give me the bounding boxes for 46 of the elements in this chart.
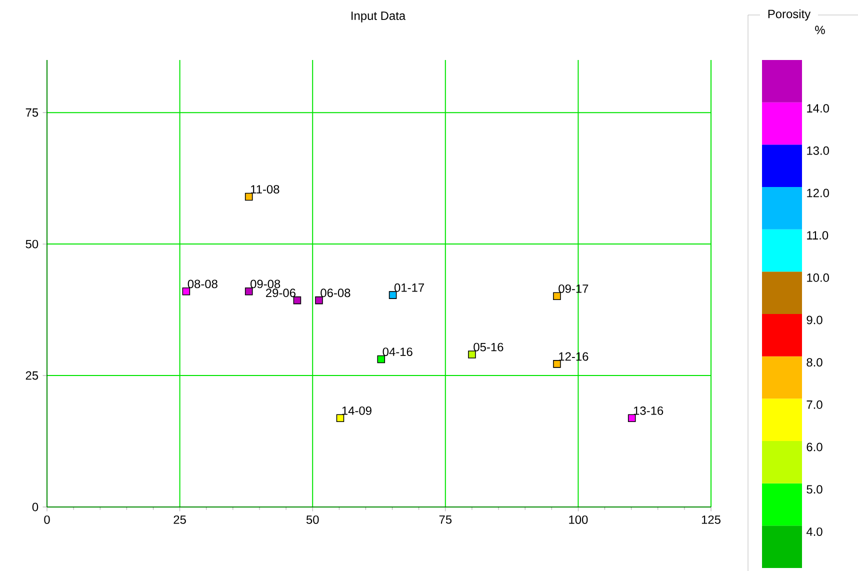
- point: [244, 287, 253, 296]
- color-bar-label: 13.0: [807, 146, 829, 155]
- annotation: 09-08: [250, 280, 280, 288]
- y-tick-label: 0: [32, 502, 38, 512]
- color-bar-label: 6.0: [806, 442, 822, 452]
- point: [553, 360, 561, 368]
- x-tick-label: 125: [702, 515, 720, 524]
- y-tick-label: 75: [26, 108, 38, 117]
- point: [315, 296, 323, 304]
- point: [336, 414, 344, 422]
- x-tick-label: 25: [174, 515, 186, 524]
- annotation: 29-06: [266, 288, 296, 298]
- annotation: 06-08: [320, 288, 350, 298]
- point: [628, 414, 636, 422]
- annotation: 14-09: [342, 406, 372, 415]
- x-tick-label: 0: [44, 515, 50, 524]
- annotation: 11-08: [250, 185, 280, 194]
- point: [377, 355, 386, 364]
- annotation: 05-16: [474, 342, 504, 352]
- color-bar-label: 5.0: [806, 485, 822, 494]
- color-bar-title: Porosity: [768, 9, 811, 21]
- point: [468, 350, 476, 358]
- chart-title: Input Data: [352, 12, 406, 22]
- color-bar-label: 8.0: [806, 358, 822, 367]
- color-bar-label: 12.0: [807, 188, 829, 198]
- color-bar-label: 14.0: [807, 104, 829, 113]
- point: [182, 287, 190, 296]
- color-bar-label: 4.0: [806, 527, 822, 536]
- point: [553, 292, 561, 300]
- point: [293, 296, 302, 304]
- annotation: 01-17: [394, 283, 424, 292]
- annotation: 04-16: [382, 348, 412, 356]
- color-bar-label: 10.0: [807, 273, 829, 282]
- annotation: 08-08: [188, 280, 218, 288]
- y-tick-label: 25: [26, 371, 38, 380]
- x-tick-label: 100: [569, 515, 588, 524]
- annotation: 13-16: [634, 406, 664, 415]
- x-tick-label: 50: [306, 515, 319, 524]
- text: %: [815, 26, 825, 34]
- color-bar-label: 7.0: [806, 400, 822, 409]
- point: [388, 291, 397, 299]
- color-bar-label: 11.0: [807, 231, 828, 240]
- y-tick-label: 50: [26, 240, 38, 248]
- point: [244, 192, 253, 201]
- x-tick-label: 75: [439, 515, 452, 524]
- color-bar-label: 9.0: [806, 316, 822, 324]
